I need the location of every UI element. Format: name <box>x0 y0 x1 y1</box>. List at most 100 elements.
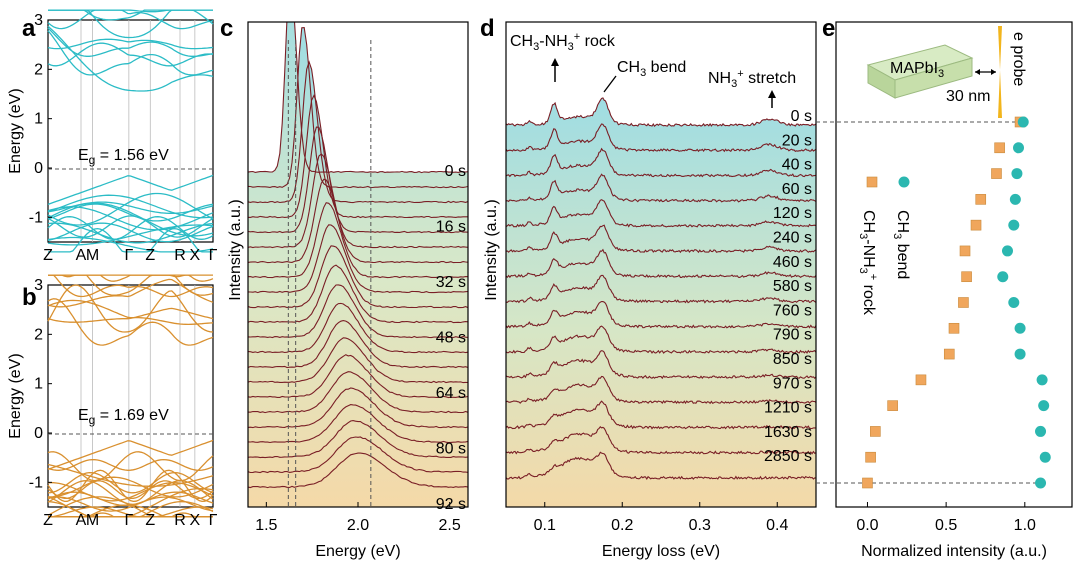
eels-line <box>506 123 816 153</box>
time-label: 32 s <box>436 274 466 291</box>
spectrum-line <box>248 224 468 294</box>
valence-band <box>47 192 214 226</box>
eels-line <box>506 400 816 430</box>
conduction-band <box>48 9 213 21</box>
conduction-band <box>47 38 214 50</box>
rock-point <box>959 245 971 257</box>
time-label: 0 s <box>445 163 466 180</box>
annotation-rock: CH3-NH3+ rock <box>510 31 616 53</box>
k-point-label: M <box>86 247 99 264</box>
eels-line <box>506 224 816 254</box>
conduction-band <box>47 9 214 30</box>
k-point-label: R <box>174 512 186 529</box>
panel-label-e: e <box>822 15 835 42</box>
bend-point <box>997 271 1009 283</box>
time-label: 0 s <box>791 108 812 125</box>
inset-material: MAPbI3 <box>890 60 944 80</box>
spectrum-line <box>248 387 468 429</box>
probe-beam-bottom <box>998 70 1002 118</box>
inset-arrow-right <box>991 69 996 75</box>
valence-band <box>47 194 214 219</box>
intensity-scatter-e: 0.0 0.5 1.0 Normalized intensity (a.u.) MA… <box>816 21 1073 560</box>
time-label: 850 s <box>773 351 812 368</box>
panel-e-frame <box>835 21 1073 508</box>
valence-band <box>48 476 214 498</box>
spectrum-line <box>248 420 468 459</box>
spectrum-line <box>248 320 468 369</box>
spectrum-line <box>248 245 468 309</box>
probe-label: e probe <box>1010 32 1027 86</box>
time-label: 40 s <box>782 157 812 174</box>
y-tick-label: -1 <box>29 474 43 491</box>
y-tick-label: 0 <box>34 425 43 442</box>
rock-point <box>975 194 987 205</box>
valence-band <box>47 206 214 231</box>
k-point-label: R <box>174 247 186 264</box>
valence-band <box>47 471 214 494</box>
rock-point <box>970 219 982 231</box>
spectrum-line <box>248 284 468 339</box>
eels-line <box>506 325 816 354</box>
eels-line <box>506 300 816 329</box>
arrow-rock-head <box>551 58 559 66</box>
valence-band <box>47 222 214 244</box>
x-tick-label: 1.5 <box>255 517 277 534</box>
valence-band <box>47 480 214 506</box>
inset-arrow-left <box>975 69 980 75</box>
panel-c-ylabel: Intensity (a.u.) <box>227 199 244 300</box>
valence-band <box>47 215 214 238</box>
spectrum-line <box>248 27 468 189</box>
time-label: 460 s <box>773 254 812 271</box>
y-tick-label: 0 <box>34 160 43 177</box>
k-point-label: X <box>190 512 201 529</box>
bend-point <box>1035 477 1047 489</box>
time-label: 1210 s <box>764 400 812 417</box>
panel-label-d: d <box>480 15 495 42</box>
valence-band <box>48 506 214 518</box>
bend-point <box>1017 116 1029 128</box>
k-point-label: Γ <box>124 512 133 529</box>
valence-band <box>47 482 214 502</box>
time-label: 92 s <box>436 496 466 513</box>
valence-band <box>47 236 214 253</box>
rock-point <box>870 426 881 437</box>
rock-point <box>958 297 969 308</box>
x-tick-label: 0.4 <box>766 517 788 534</box>
spectrum-line <box>248 264 468 324</box>
conduction-band <box>47 30 214 76</box>
x-tick-label: 0.0 <box>856 517 878 534</box>
bend-point <box>1008 219 1020 231</box>
conduction-band <box>47 27 214 57</box>
conduction-band <box>47 284 214 333</box>
legend-rock: CH3-NH3+ rock <box>857 210 879 316</box>
rock-point <box>948 322 960 334</box>
x-tick-label: 2.0 <box>347 517 369 534</box>
spectrum-line <box>248 126 468 234</box>
bend-point <box>1039 451 1051 463</box>
time-label: 20 s <box>782 132 812 149</box>
valence-band <box>47 439 214 471</box>
rock-point <box>994 142 1005 154</box>
time-label: 120 s <box>773 205 812 222</box>
time-label: 60 s <box>782 181 812 198</box>
panel-label-a: a <box>22 15 36 42</box>
k-point-label: X <box>190 247 201 264</box>
valence-band <box>47 222 214 243</box>
spectrum-line <box>248 22 468 174</box>
k-point-label: A <box>76 247 87 264</box>
rock-point <box>887 400 898 411</box>
y-tick-label: 1 <box>34 376 43 393</box>
k-point-label: Z <box>43 247 53 264</box>
panel-label-b: b <box>22 284 37 311</box>
conduction-band <box>48 9 213 13</box>
eels-line <box>506 274 816 304</box>
panel-c-xlabel: Energy (eV) <box>315 543 400 560</box>
bend-point <box>1011 168 1023 180</box>
x-tick-label: 1.0 <box>1014 517 1036 534</box>
valence-band <box>47 458 214 471</box>
valence-band <box>47 174 214 206</box>
spectrum-line <box>248 337 468 384</box>
rock-point <box>915 374 927 386</box>
